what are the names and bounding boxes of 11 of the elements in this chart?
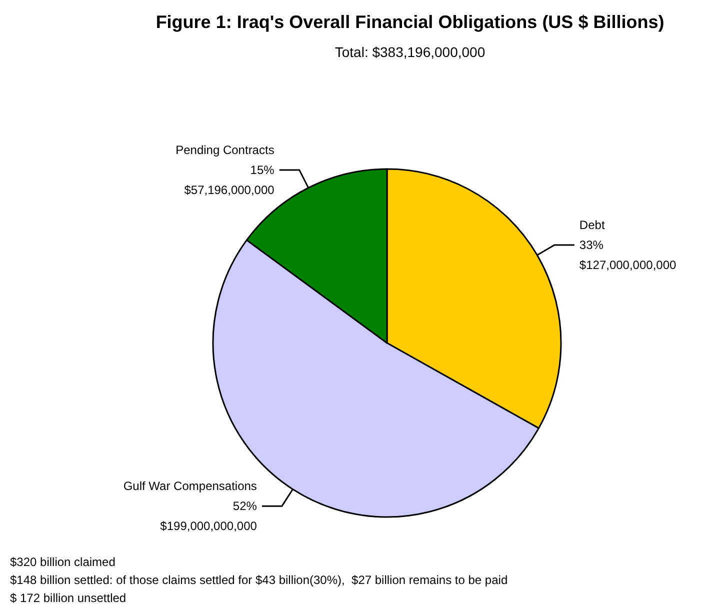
data-label: 52% $199,000,000,000 (160, 499, 258, 534)
data-label: 33% $127,000,000,000 (579, 238, 677, 272)
slice-label: Debt (579, 218, 606, 232)
text: $148 billion settled: of those claims settled for $43 billion(30%), $27 billion remains to be paid (10, 573, 508, 587)
slice-label: Gulf War Compensations (123, 479, 257, 494)
chart-title: Figure 1: Iraq's Overall Financial Obligations (US $ Billions) (156, 12, 664, 32)
data-label: 15% $57,196,000,000 (184, 162, 275, 197)
chart-subtitle: Total: $383,196,000,000 (334, 44, 486, 60)
text: $ 172 billion unsettled (10, 591, 126, 605)
text: $320 billion claimed (10, 555, 116, 569)
slice-label: Pending Contracts (176, 142, 274, 157)
